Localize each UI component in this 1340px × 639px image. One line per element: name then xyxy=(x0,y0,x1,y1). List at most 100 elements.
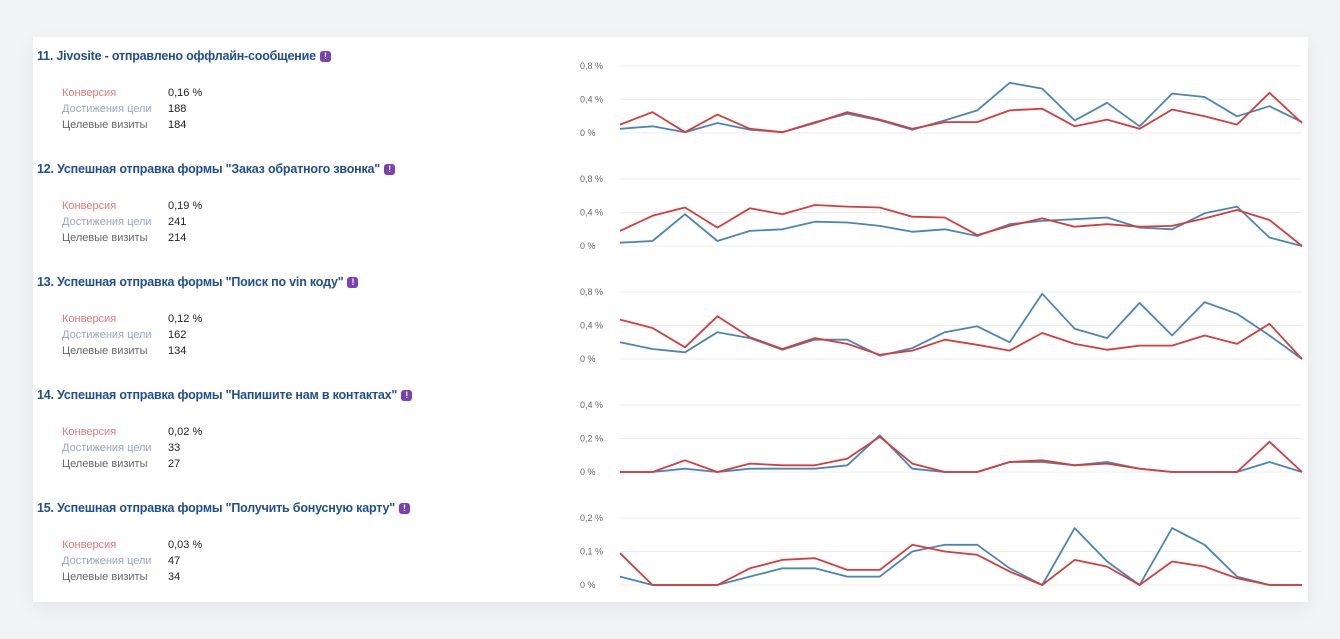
y-tick-label: 0,8 % xyxy=(580,287,603,297)
reaches-value: 33 xyxy=(168,442,181,454)
visits-label: Целевые визиты xyxy=(62,571,148,583)
visits-value: 34 xyxy=(168,571,181,583)
y-tick-label: 0,4 % xyxy=(580,95,603,105)
goal-number: 13. xyxy=(37,275,54,289)
conversion-series-line xyxy=(619,315,1303,360)
info-badge-icon[interactable]: ! xyxy=(319,51,331,62)
goal-title: 12. Успешная отправка формы "Заказ обрат… xyxy=(37,162,396,176)
goal-title: 15. Успешная отправка формы "Получить бо… xyxy=(37,501,410,515)
y-tick-label: 0 % xyxy=(580,354,596,364)
reaches-row: Достижения цели 33 xyxy=(62,440,202,456)
y-tick-label: 0,2 % xyxy=(580,513,603,523)
conversion-value: 0,19 % xyxy=(168,200,203,212)
goal-chart: 0,2 % 0,1 % 0 % xyxy=(580,513,1302,590)
reaches-series-line xyxy=(619,527,1302,586)
goal-title-link[interactable]: Успешная отправка формы "Поиск по vin ко… xyxy=(57,275,344,289)
goal-title: 13. Успешная отправка формы "Поиск по vi… xyxy=(37,275,359,289)
conversion-row: Конверсия 0,16 % xyxy=(62,85,202,101)
visits-row: Целевые визиты 27 xyxy=(62,456,202,472)
y-tick-label: 0,4 % xyxy=(580,208,603,218)
reaches-label: Достижения цели xyxy=(62,442,152,454)
goal-chart: 0,8 % 0,4 % 0 % xyxy=(580,287,1303,364)
reaches-series-line xyxy=(619,292,1303,360)
goal-title-link[interactable]: Успешная отправка формы "Напишите нам в … xyxy=(57,388,398,402)
visits-row: Целевые визиты 34 xyxy=(62,569,202,585)
goal-title-link[interactable]: Успешная отправка формы "Получить бонусн… xyxy=(57,501,395,515)
goals-report-card: 11. Jivosite - отправлено оффлайн-сообще… xyxy=(33,37,1308,602)
conversion-value: 0,03 % xyxy=(168,539,203,551)
reaches-row: Достижения цели 188 xyxy=(62,101,202,117)
y-tick-label: 0 % xyxy=(580,241,596,251)
goal-metrics: Конверсия 0,02 % Достижения цели 33 Целевые … xyxy=(62,424,202,472)
visits-row: Целевые визиты 184 xyxy=(62,117,202,133)
goal-item: 11. Jivosite - отправлено оффлайн-сообще… xyxy=(33,37,1308,150)
y-tick-label: 0,4 % xyxy=(580,400,603,410)
reaches-row: Достижения цели 162 xyxy=(62,327,202,343)
info-badge-icon[interactable]: ! xyxy=(398,503,410,514)
visits-label: Целевые визиты xyxy=(62,345,148,357)
goal-metrics: Конверсия 0,16 % Достижения цели 188 Целевые… xyxy=(62,85,202,133)
goal-metrics: Конверсия 0,03 % Достижения цели 47 Целевые … xyxy=(62,537,202,585)
visits-value: 27 xyxy=(168,458,181,470)
conversion-label: Конверсия xyxy=(62,539,117,551)
info-badge-icon[interactable]: ! xyxy=(384,164,396,175)
goal-chart: 0,4 % 0,2 % 0 % xyxy=(580,400,1303,477)
visits-value: 184 xyxy=(168,119,187,131)
conversion-series-line xyxy=(620,435,1303,473)
reaches-series-line xyxy=(620,434,1303,473)
conversion-value: 0,02 % xyxy=(168,426,203,438)
conversion-series-line xyxy=(619,204,1303,247)
y-tick-label: 0 % xyxy=(580,128,596,138)
y-tick-label: 0,8 % xyxy=(580,61,603,71)
visits-label: Целевые визиты xyxy=(62,232,148,244)
y-tick-label: 0,1 % xyxy=(580,547,603,557)
conversion-label: Конверсия xyxy=(62,87,117,99)
conversion-series-line xyxy=(619,91,1303,134)
reaches-label: Достижения цели xyxy=(62,555,152,567)
y-tick-label: 0,4 % xyxy=(580,321,603,331)
goal-item: 12. Успешная отправка формы "Заказ обрат… xyxy=(33,150,1308,263)
y-tick-label: 0,2 % xyxy=(580,434,603,444)
reaches-series-line xyxy=(619,81,1303,134)
goal-chart: 0,8 % 0,4 % 0 % xyxy=(580,61,1303,138)
reaches-row: Достижения цели 47 xyxy=(62,553,202,569)
conversion-row: Конверсия 0,19 % xyxy=(62,198,202,214)
goal-item: 15. Успешная отправка формы "Получить бо… xyxy=(33,489,1308,602)
goal-metrics: Конверсия 0,12 % Достижения цели 162 Целевые… xyxy=(62,311,202,359)
reaches-label: Достижения цели xyxy=(62,103,152,115)
y-tick-label: 0,8 % xyxy=(580,174,603,184)
reaches-value: 47 xyxy=(168,555,181,567)
visits-label: Целевые визиты xyxy=(62,458,148,470)
conversion-series-line xyxy=(619,543,1302,586)
y-tick-label: 0 % xyxy=(580,580,596,590)
goal-title-link[interactable]: Jivosite - отправлено оффлайн-сообщение xyxy=(56,49,316,63)
info-badge-icon[interactable]: ! xyxy=(347,277,359,288)
goal-item: 14. Успешная отправка формы "Напишите на… xyxy=(33,376,1308,489)
conversion-value: 0,16 % xyxy=(168,87,203,99)
visits-row: Целевые визиты 214 xyxy=(62,230,202,246)
goal-chart: 0,8 % 0,4 % 0 % xyxy=(580,174,1303,251)
reaches-value: 162 xyxy=(168,329,187,341)
goal-title: 14. Успешная отправка формы "Напишите на… xyxy=(37,388,413,402)
conversion-label: Конверсия xyxy=(62,426,117,438)
reaches-value: 188 xyxy=(168,103,187,115)
conversion-label: Конверсия xyxy=(62,200,117,212)
reaches-value: 241 xyxy=(168,216,187,228)
conversion-value: 0,12 % xyxy=(168,313,203,325)
info-badge-icon[interactable]: ! xyxy=(401,390,413,401)
reaches-label: Достижения цели xyxy=(62,216,152,228)
goal-number: 14. xyxy=(37,388,54,402)
visits-label: Целевые визиты xyxy=(62,119,148,131)
conversion-row: Конверсия 0,02 % xyxy=(62,424,202,440)
goal-number: 12. xyxy=(37,162,54,176)
goal-title-link[interactable]: Успешная отправка формы "Заказ обратного… xyxy=(57,162,381,176)
y-tick-label: 0 % xyxy=(580,467,596,477)
goal-title: 11. Jivosite - отправлено оффлайн-сообще… xyxy=(37,49,331,63)
visits-value: 214 xyxy=(168,232,187,244)
visits-value: 134 xyxy=(168,345,187,357)
conversion-label: Конверсия xyxy=(62,313,117,325)
reaches-row: Достижения цели 241 xyxy=(62,214,202,230)
reaches-label: Достижения цели xyxy=(62,329,152,341)
visits-row: Целевые визиты 134 xyxy=(62,343,202,359)
goal-number: 15. xyxy=(37,501,54,515)
